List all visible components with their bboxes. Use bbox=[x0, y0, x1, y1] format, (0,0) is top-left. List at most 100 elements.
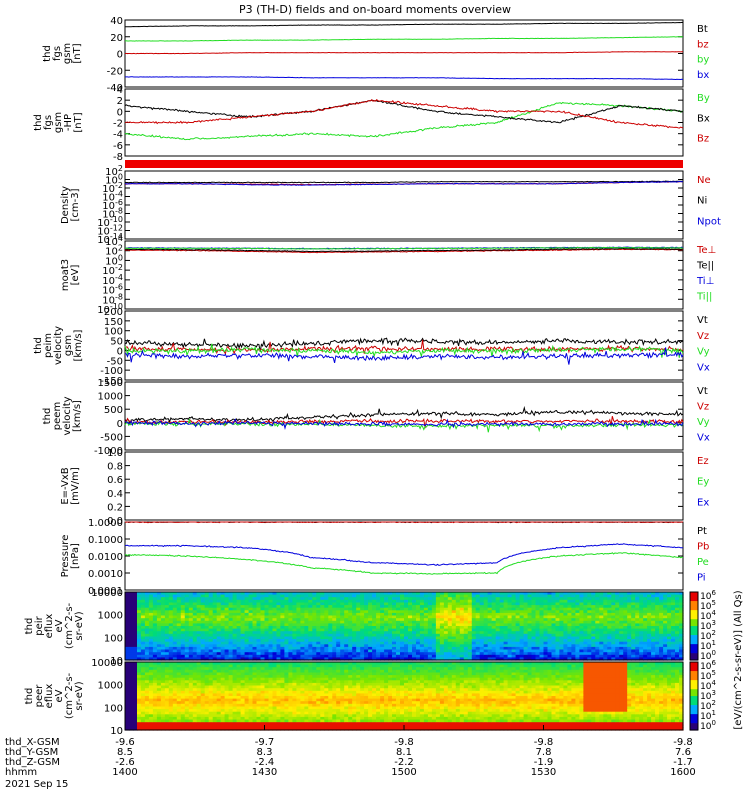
spectrogram-cell-peir bbox=[523, 618, 529, 622]
spectrogram-cell-peir bbox=[252, 607, 258, 611]
spectrogram-cell-peir bbox=[587, 657, 592, 661]
spectrogram-cell-peir bbox=[156, 631, 162, 635]
spectrogram-cell-peir bbox=[487, 599, 493, 603]
spectrogram-cell-peir bbox=[216, 612, 222, 617]
spectrogram-cell-peer bbox=[260, 701, 266, 705]
spectrogram-cell-peir bbox=[300, 599, 305, 603]
spectrogram-cell-peir bbox=[224, 639, 230, 643]
spectrogram-cell-peir bbox=[408, 641, 413, 645]
spectrogram-cell-peir bbox=[256, 610, 262, 614]
spectrogram-cell-peir bbox=[264, 605, 270, 609]
spectrogram-cell-peir bbox=[324, 620, 329, 624]
spectrogram-cell-peir bbox=[176, 644, 182, 648]
spectrogram-cell-peir bbox=[352, 612, 357, 617]
spectrogram-cell-peir bbox=[164, 631, 170, 635]
spectrogram-cell-peir bbox=[292, 615, 297, 619]
legend-temp-3: Ti|| bbox=[696, 292, 712, 303]
spectrogram-cell-peer bbox=[232, 714, 238, 718]
spectrogram-cell-peer bbox=[148, 682, 154, 687]
spectrogram-cell-peir bbox=[196, 639, 202, 643]
spectrogram-cell-peir bbox=[380, 644, 385, 648]
spectrogram-cell-peir bbox=[176, 631, 182, 635]
spectrogram-cell-peir bbox=[571, 633, 576, 637]
spectrogram-cell-peer bbox=[216, 701, 222, 705]
spectrogram-cell-peir bbox=[137, 607, 142, 611]
spectrogram-cell-peir bbox=[204, 636, 210, 640]
spectrogram-cell-peir bbox=[583, 654, 588, 658]
spectrogram-cell-peir bbox=[515, 610, 521, 614]
spectrogram-cell-peir bbox=[523, 610, 529, 614]
spectrogram-cell-peir bbox=[463, 607, 469, 611]
ytick-label-fgs_hp: -2 bbox=[113, 119, 123, 130]
spectrogram-cell-peir bbox=[364, 620, 369, 624]
spectrogram-cell-peir bbox=[296, 610, 301, 614]
spectrogram-cell-peir bbox=[523, 599, 529, 603]
spectrogram-cell-peir bbox=[232, 610, 238, 614]
spectrogram-cell-peir bbox=[519, 626, 525, 630]
spectrogram-cell-peir bbox=[316, 657, 321, 661]
spectrogram-cell-peir bbox=[523, 641, 529, 645]
spectrogram-cell-peir bbox=[200, 628, 206, 632]
spectrogram-cell-peir bbox=[459, 652, 465, 656]
spectrogram-cell-peir bbox=[364, 649, 369, 653]
spectrogram-cell-peir bbox=[284, 599, 289, 603]
spectrogram-cell-peir bbox=[316, 654, 321, 658]
spectrogram-cell-peir bbox=[575, 641, 580, 645]
spectrogram-cell-peer bbox=[192, 677, 198, 681]
spectrogram-cell-peir bbox=[196, 652, 202, 656]
spectrogram-cell-peir bbox=[611, 620, 616, 624]
spectrogram-cell-peer bbox=[208, 677, 214, 681]
spectrogram-cell-peir bbox=[236, 623, 242, 627]
spectrogram-cell-peer bbox=[252, 727, 258, 731]
spectrogram-cell-peir bbox=[511, 594, 517, 598]
spectrogram-cell-peir bbox=[416, 654, 421, 658]
spectrogram-cell-peir bbox=[200, 657, 206, 661]
spectrogram-cell-peir bbox=[467, 610, 473, 614]
spectrogram-cell-peir bbox=[248, 631, 254, 635]
spectrogram-cell-peir bbox=[224, 654, 230, 658]
spectrogram-cell-peir bbox=[495, 657, 501, 661]
series-fgs_hp-Bx bbox=[124, 99, 684, 124]
spectrogram-cell-peir bbox=[264, 620, 270, 624]
spectrogram-cell-peir bbox=[615, 605, 620, 609]
spectrogram-cell-peir bbox=[515, 602, 521, 606]
spectrogram-cell-peer bbox=[252, 709, 258, 713]
spectrogram-cell-peir bbox=[256, 607, 262, 611]
spectrogram-cell-peir bbox=[160, 615, 166, 619]
spectrogram-cell-peir bbox=[591, 607, 596, 611]
spectrogram-cell-peir bbox=[180, 646, 186, 651]
spectrogram-cell-peer bbox=[204, 706, 210, 710]
spectrogram-cell-peir bbox=[228, 612, 234, 617]
spectrogram-cell-peir bbox=[160, 636, 166, 640]
spectrogram-cell-peir bbox=[188, 626, 194, 630]
spectrogram-cell-peir bbox=[160, 631, 166, 635]
spectrogram-cell-peir bbox=[503, 615, 509, 619]
spectrogram-cell-peer bbox=[280, 685, 285, 689]
spectrogram-cell-peer bbox=[140, 696, 146, 700]
spectrogram-cell-peir bbox=[416, 631, 421, 635]
spectrogram-cell-peir bbox=[591, 654, 596, 658]
spectrogram-cell-peir bbox=[292, 620, 297, 624]
spectrogram-cell-peir bbox=[507, 592, 513, 596]
spectrogram-cell-peir bbox=[507, 649, 513, 653]
spectrogram-cell-peir bbox=[164, 646, 170, 651]
spectrogram-cell-peir bbox=[240, 654, 246, 658]
spectrogram-cell-peir bbox=[635, 620, 640, 624]
panel-temp bbox=[124, 240, 684, 310]
spectrogram-cell-peir bbox=[471, 654, 477, 658]
spectrogram-cell-peer bbox=[236, 675, 242, 679]
spectrogram-cell-peer bbox=[256, 722, 262, 726]
panel-fgs bbox=[124, 19, 684, 88]
spectrogram-cell-peer bbox=[276, 698, 282, 702]
spectrogram-cell-peir bbox=[539, 599, 545, 603]
spectrogram-cell-peer bbox=[148, 685, 154, 689]
spectrogram-cell-peer bbox=[144, 711, 150, 715]
spectrogram-cell-peir bbox=[539, 628, 545, 632]
spectrogram-cell-peir bbox=[356, 646, 361, 651]
spectrogram-cell-peir bbox=[272, 649, 278, 653]
spectrogram-cell-peir bbox=[148, 607, 154, 611]
spectrogram-cell-peir bbox=[328, 607, 333, 611]
spectrogram-cell-peir bbox=[148, 633, 154, 637]
spectrogram-cell-peir bbox=[487, 644, 493, 648]
spectrogram-cell-peir bbox=[160, 602, 166, 606]
